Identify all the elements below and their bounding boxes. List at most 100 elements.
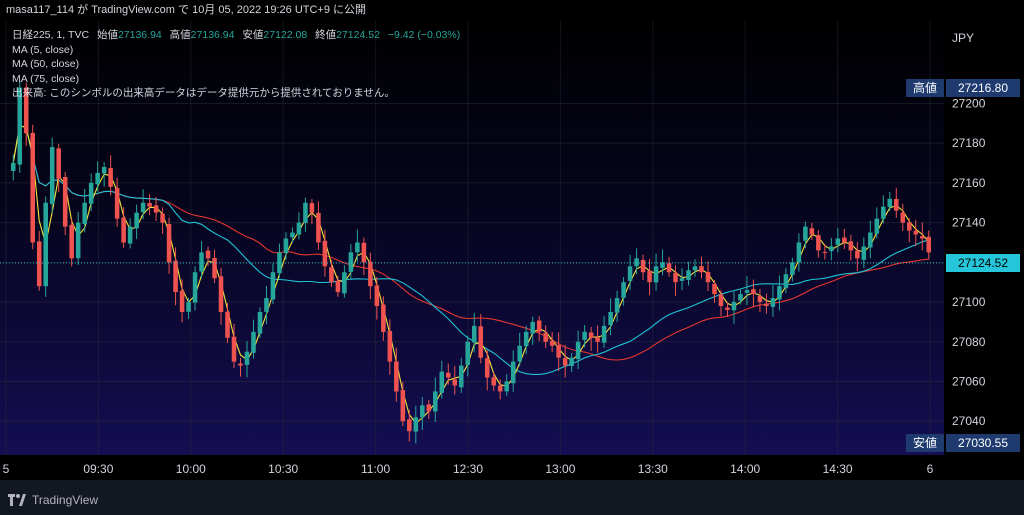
candle: [829, 237, 834, 261]
candle: [82, 188, 87, 233]
legend-close-label: 終値: [315, 29, 337, 41]
candle-body: [82, 202, 87, 224]
legend-ma5[interactable]: MA (5, close): [12, 43, 74, 56]
candle: [270, 263, 276, 304]
y-tick-label: 27200: [952, 96, 986, 110]
candle-body: [257, 311, 263, 334]
candle-body: [62, 177, 68, 227]
candle: [296, 212, 302, 240]
legend-high-label: 高値: [169, 29, 191, 41]
candle-body: [861, 246, 867, 260]
candle: [660, 249, 665, 276]
y-tick-label: 27080: [952, 335, 986, 349]
candle: [861, 237, 867, 269]
candle-body: [900, 212, 906, 223]
candle: [153, 196, 159, 222]
candle: [127, 218, 133, 249]
time-axis[interactable]: [0, 455, 944, 480]
candle-body: [69, 224, 74, 259]
candle-body: [478, 326, 484, 358]
candle-body: [10, 163, 16, 171]
candle: [387, 319, 393, 375]
bottom-bar: [0, 480, 1024, 515]
candle-body: [186, 302, 191, 312]
candle-body: [523, 331, 529, 347]
candle: [69, 218, 74, 267]
candle-body: [23, 87, 29, 134]
candle: [108, 155, 113, 196]
candle: [874, 207, 880, 239]
candle-body: [465, 341, 471, 365]
candle: [238, 358, 243, 377]
candle: [244, 341, 250, 378]
tradingview-logo-icon: [8, 494, 26, 506]
candle: [140, 189, 146, 220]
candle-body: [238, 363, 243, 366]
y-tick-label: 27140: [952, 216, 986, 230]
candle-body: [426, 404, 432, 412]
last-price-value: 27124.52: [958, 256, 1008, 270]
legend-ohlc-row: 日経225, 1, TVC 始値27136.94 高値27136.94 安値27…: [12, 28, 460, 43]
candle: [368, 252, 373, 300]
candle-body: [919, 236, 925, 239]
candle: [322, 229, 328, 277]
x-tick-label: 09:30: [83, 462, 113, 476]
legend-high-value: 27136.94: [190, 29, 235, 41]
candle-body: [699, 266, 704, 273]
legend-symbol: 日経225, 1, TVC: [12, 29, 90, 41]
candle-body: [562, 358, 568, 366]
candle: [751, 279, 756, 308]
candle: [621, 276, 626, 306]
candle: [764, 293, 769, 314]
axis-layer: 2704027060270802710027120271402716027180…: [3, 96, 986, 476]
publish-info: masa117_114 が TradingView.com で 10月 05, …: [6, 4, 367, 16]
x-tick-label: 10:30: [268, 462, 298, 476]
candle-body: [842, 237, 847, 243]
candle-body: [471, 325, 477, 343]
candle-body: [926, 236, 932, 253]
candle: [36, 230, 42, 291]
candle-body: [543, 332, 548, 342]
candle: [803, 221, 808, 249]
candle: [283, 232, 289, 260]
candle-body: [36, 241, 42, 287]
tradingview-brand[interactable]: TradingView: [8, 493, 98, 507]
candle: [517, 332, 522, 367]
candle: [348, 244, 354, 280]
candle-body: [43, 202, 48, 287]
legend-ma75[interactable]: MA (75, close): [12, 72, 80, 85]
candle-body: [809, 228, 815, 235]
legend-ma50[interactable]: MA (50, close): [12, 58, 80, 70]
grid-layer: [0, 20, 944, 455]
candle: [218, 267, 224, 325]
candle: [699, 256, 704, 279]
candle-body: [738, 294, 743, 301]
candle-body: [822, 251, 828, 253]
candle: [43, 196, 48, 297]
candle-body: [705, 271, 711, 283]
candle: [407, 409, 412, 442]
x-tick-label: 6: [927, 462, 934, 476]
candle: [173, 247, 178, 306]
candle: [166, 217, 172, 274]
candle-body: [725, 307, 730, 310]
candle: [705, 261, 711, 292]
candle: [549, 331, 555, 353]
candle-body: [796, 242, 802, 263]
candle: [510, 350, 516, 392]
candle: [179, 279, 185, 323]
candle-body: [790, 262, 795, 275]
candle: [666, 256, 672, 277]
chart-legend[interactable]: 日経225, 1, TVC 始値27136.94 高値27136.94 安値27…: [12, 28, 460, 101]
chart-area[interactable]: [0, 20, 944, 455]
last-price-box: [946, 254, 1020, 272]
candle-body: [536, 320, 542, 332]
ma-layer: [12, 124, 930, 424]
candle: [582, 325, 587, 348]
candle-body: [394, 361, 399, 392]
candle: [842, 228, 847, 249]
candle: [523, 325, 529, 354]
candle: [907, 218, 912, 243]
candle: [640, 254, 646, 280]
candle: [62, 171, 68, 235]
